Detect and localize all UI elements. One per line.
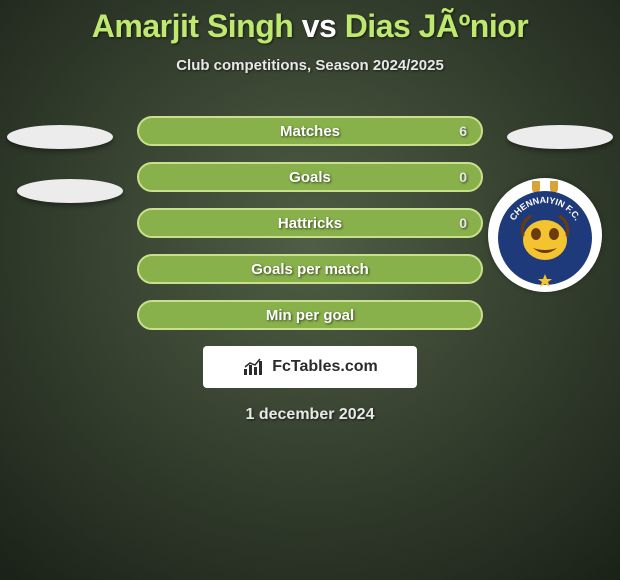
stat-right-value: 0 [459, 169, 467, 185]
subtitle: Club competitions, Season 2024/2025 [0, 57, 620, 74]
stat-row-goals: Goals 0 [137, 162, 483, 192]
title-vs: vs [302, 8, 337, 44]
stat-row-min-per-goal: Min per goal [137, 300, 483, 330]
title-player2: Dias JÃºnior [345, 8, 529, 44]
stat-right-value: 0 [459, 215, 467, 231]
stat-label: Goals per match [251, 261, 369, 278]
stat-label: Goals [289, 169, 331, 186]
stat-label: Min per goal [266, 307, 354, 324]
stat-row-matches: Matches 6 [137, 116, 483, 146]
stat-label: Hattricks [278, 215, 342, 232]
branding-box: FcTables.com [203, 346, 417, 388]
club-badge: CHENNAIYIN F.C. [488, 178, 602, 292]
stat-row-hattricks: Hattricks 0 [137, 208, 483, 238]
player1-pill-bottom [17, 179, 123, 203]
club-badge-svg: CHENNAIYIN F.C. [488, 178, 602, 292]
player2-pill-top [507, 125, 613, 149]
date-text: 1 december 2024 [0, 406, 620, 424]
branding-text: FcTables.com [272, 358, 378, 376]
stat-label: Matches [280, 123, 340, 140]
page-title: Amarjit Singh vs Dias JÃºnior [0, 0, 620, 45]
stat-right-value: 6 [459, 123, 467, 139]
chart-icon [242, 357, 266, 377]
stat-row-goals-per-match: Goals per match [137, 254, 483, 284]
title-player1: Amarjit Singh [92, 8, 294, 44]
player1-pill-top [7, 125, 113, 149]
